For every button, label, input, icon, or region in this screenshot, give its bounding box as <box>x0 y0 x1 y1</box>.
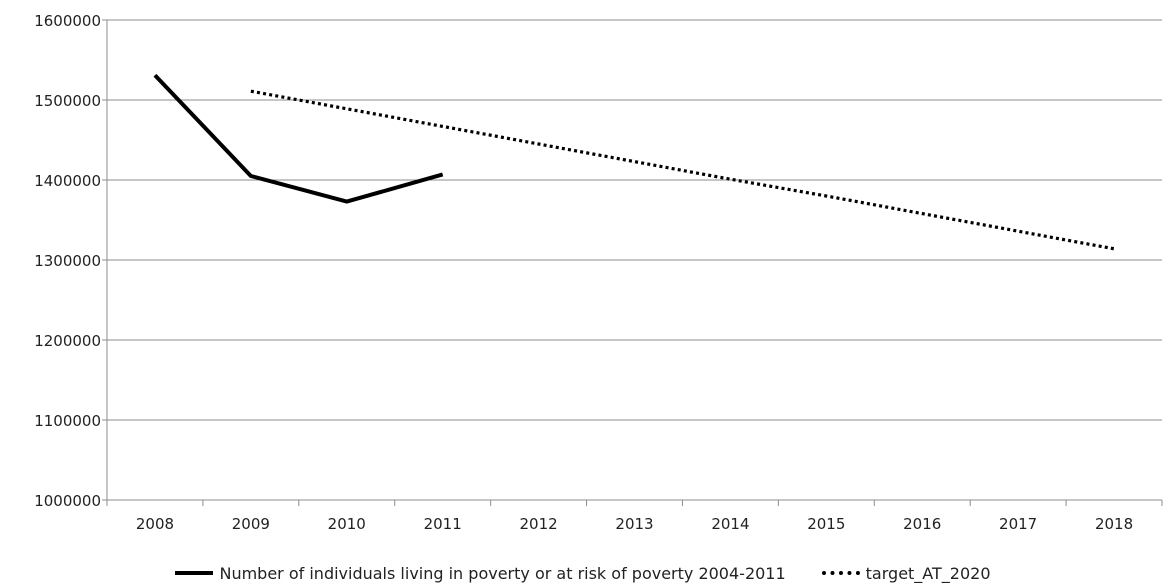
series-lines <box>153 73 1115 251</box>
x-axis-tick-labels: 2008 2009 2010 2011 2012 2013 2014 2015 2016 2017… <box>136 515 1133 533</box>
y-tick-label: 1100000 <box>34 412 101 430</box>
y-axis-tick-labels: 1000000 1100000 1200000 1300000 1400000 15000… <box>34 12 101 510</box>
x-tick-label: 2013 <box>615 515 653 533</box>
y-tick-label: 1300000 <box>34 252 101 270</box>
y-tick-label: 1500000 <box>34 92 101 110</box>
legend-item-target: target_AT_2020 <box>821 563 991 583</box>
x-tick-label: 2016 <box>903 515 941 533</box>
x-tick-label: 2014 <box>711 515 749 533</box>
y-tick-label: 1000000 <box>34 492 101 510</box>
legend: Number of individuals living in poverty … <box>0 562 1166 584</box>
x-tick-label: 2011 <box>424 515 462 533</box>
series-line-target <box>250 89 1115 251</box>
x-tick-label: 2009 <box>232 515 270 533</box>
legend-dotted-line-swatch <box>821 571 860 575</box>
y-tick-label: 1400000 <box>34 172 101 190</box>
x-tick-label: 2012 <box>519 515 557 533</box>
gridlines <box>107 19 1162 421</box>
axes <box>102 19 1163 506</box>
x-tick-label: 2018 <box>1095 515 1133 533</box>
legend-item-poverty: Number of individuals living in poverty … <box>175 563 786 583</box>
x-tick-label: 2017 <box>999 515 1037 533</box>
y-tick-label: 1200000 <box>34 332 101 350</box>
x-tick-label: 2015 <box>807 515 845 533</box>
y-tick-label: 1600000 <box>34 12 101 30</box>
series-line-poverty <box>153 73 444 204</box>
x-tick-label: 2008 <box>136 515 174 533</box>
legend-label-poverty: Number of individuals living in poverty … <box>219 563 786 583</box>
line-chart: 1000000 1100000 1200000 1300000 1400000 15000… <box>34 12 1163 533</box>
legend-label-target: target_AT_2020 <box>865 563 991 583</box>
x-tick-label: 2010 <box>328 515 366 533</box>
legend-solid-line-swatch <box>175 571 214 575</box>
